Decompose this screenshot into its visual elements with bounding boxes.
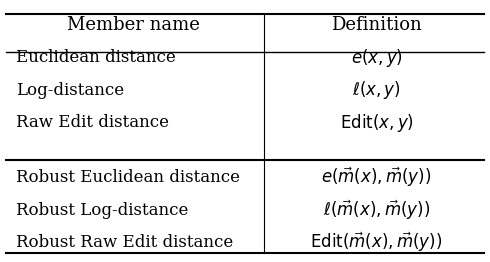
Text: Robust Euclidean distance: Robust Euclidean distance [16,169,240,186]
Text: Raw Edit distance: Raw Edit distance [16,114,169,131]
Text: Robust Log-distance: Robust Log-distance [16,201,188,219]
Text: $\mathrm{Edit}(x, y)$: $\mathrm{Edit}(x, y)$ [340,112,414,134]
Text: Member name: Member name [67,16,199,34]
Text: $\ell(\vec{m}(x), \vec{m}(y))$: $\ell(\vec{m}(x), \vec{m}(y))$ [323,198,430,222]
Text: Robust Raw Edit distance: Robust Raw Edit distance [16,234,233,251]
Text: $e(\vec{m}(x), \vec{m}(y))$: $e(\vec{m}(x), \vec{m}(y))$ [321,166,432,189]
Text: Definition: Definition [331,16,422,34]
Text: Euclidean distance: Euclidean distance [16,49,176,66]
Text: Log-distance: Log-distance [16,82,124,99]
Text: $\mathrm{Edit}(\vec{m}(x), \vec{m}(y))$: $\mathrm{Edit}(\vec{m}(x), \vec{m}(y))$ [310,231,442,254]
Text: $e(x, y)$: $e(x, y)$ [350,47,403,69]
Text: $\ell(x, y)$: $\ell(x, y)$ [352,79,401,101]
